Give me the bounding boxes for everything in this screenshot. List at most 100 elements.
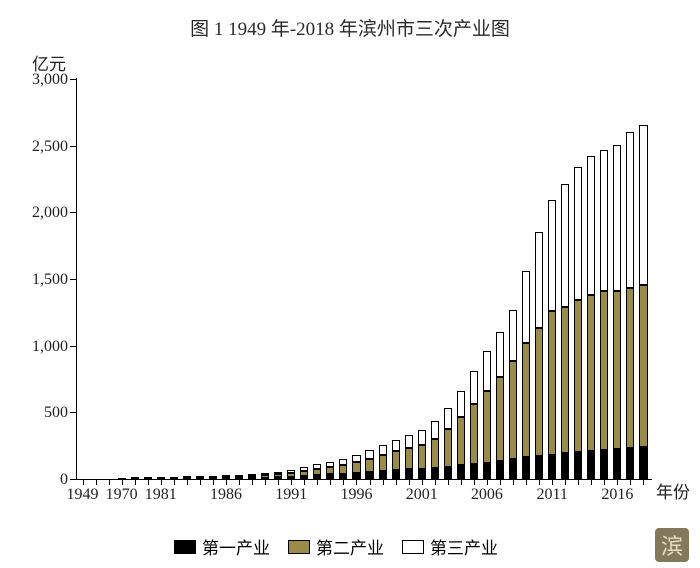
x-tick xyxy=(356,480,357,485)
bar-seg-secondary xyxy=(352,462,360,473)
x-tick xyxy=(265,480,266,485)
bar-seg-tertiary xyxy=(274,472,282,474)
bar-seg-secondary xyxy=(431,439,439,468)
bar xyxy=(626,132,634,480)
bar-seg-secondary xyxy=(600,291,608,450)
y-tick-label: 500 xyxy=(44,404,76,422)
bar-seg-tertiary xyxy=(352,455,360,462)
bar xyxy=(365,450,373,480)
legend-swatch xyxy=(402,540,424,554)
bar-seg-tertiary xyxy=(392,440,400,451)
x-tick xyxy=(409,480,410,485)
bar-seg-secondary xyxy=(365,459,373,472)
bar-seg-primary xyxy=(379,471,387,480)
x-tick xyxy=(435,480,436,485)
bar-seg-primary xyxy=(457,465,465,480)
bar-seg-secondary xyxy=(483,391,491,463)
bar-seg-secondary xyxy=(274,474,282,477)
bar-seg-primary xyxy=(483,463,491,480)
bar-seg-primary xyxy=(405,469,413,480)
x-tick xyxy=(304,480,305,485)
y-tick-label: 1,500 xyxy=(32,271,76,289)
x-tick-label: 1996 xyxy=(340,486,372,504)
bar-seg-tertiary xyxy=(496,332,504,377)
bar-seg-primary xyxy=(392,470,400,480)
bar-seg-primary xyxy=(613,449,621,480)
bar-seg-primary xyxy=(626,448,634,480)
bar-seg-tertiary xyxy=(470,371,478,404)
bar-seg-secondary xyxy=(287,473,295,477)
bar-seg-tertiary xyxy=(587,156,595,295)
bar-seg-secondary xyxy=(248,476,256,478)
bar xyxy=(548,200,556,480)
legend-label: 第一产业 xyxy=(202,534,270,559)
y-axis xyxy=(76,78,77,480)
x-tick xyxy=(565,480,566,485)
bar-seg-secondary xyxy=(561,307,569,454)
x-tick xyxy=(383,480,384,485)
bar-seg-secondary xyxy=(418,445,426,469)
chart-title: 图 1 1949 年-2018 年滨州市三次产业图 xyxy=(0,14,700,41)
x-tick xyxy=(83,480,84,485)
bar-seg-secondary xyxy=(522,343,530,458)
bar-seg-tertiary xyxy=(431,421,439,438)
bar-seg-tertiary xyxy=(248,474,256,476)
legend: 第一产业第二产业第三产业 xyxy=(174,534,498,559)
x-tick-label: 1970 xyxy=(106,486,138,504)
x-tick xyxy=(422,480,423,485)
x-tick xyxy=(487,480,488,485)
bar xyxy=(379,445,387,480)
bar-seg-primary xyxy=(470,464,478,480)
bar xyxy=(352,455,360,480)
bar-seg-secondary xyxy=(613,291,621,450)
bar xyxy=(470,371,478,480)
x-tick xyxy=(122,480,123,485)
x-tick xyxy=(448,480,449,485)
watermark-badge: 滨 xyxy=(655,528,689,562)
bar-seg-tertiary xyxy=(196,476,204,478)
bar-seg-primary xyxy=(444,467,452,480)
x-tick xyxy=(226,480,227,485)
x-tick xyxy=(109,480,110,485)
x-tick xyxy=(148,480,149,485)
x-axis-label: 年份 xyxy=(656,478,690,503)
bar-seg-primary xyxy=(522,457,530,480)
bar-seg-primary xyxy=(431,468,439,480)
bar-seg-secondary xyxy=(587,295,595,451)
y-tick-label: 2,500 xyxy=(32,138,76,156)
x-tick-label: 1949 xyxy=(67,486,99,504)
y-tick-label: 1,000 xyxy=(32,338,76,356)
bar-seg-primary xyxy=(561,453,569,480)
x-tick xyxy=(526,480,527,485)
legend-item: 第二产业 xyxy=(288,534,384,559)
bar-seg-tertiary xyxy=(170,477,178,479)
bar-seg-secondary xyxy=(326,467,334,474)
x-tick xyxy=(317,480,318,485)
x-tick xyxy=(396,480,397,485)
bar-seg-tertiary xyxy=(209,476,217,478)
legend-item: 第一产业 xyxy=(174,534,270,559)
bar-seg-primary xyxy=(548,455,556,480)
bar-seg-tertiary xyxy=(548,200,556,311)
x-tick xyxy=(239,480,240,485)
bar-seg-tertiary xyxy=(509,310,517,361)
x-tick xyxy=(330,480,331,485)
bar-seg-primary xyxy=(639,447,647,480)
bar-seg-secondary xyxy=(405,448,413,469)
bar-seg-tertiary xyxy=(600,150,608,291)
x-tick xyxy=(643,480,644,485)
bar-seg-primary xyxy=(352,473,360,480)
bar xyxy=(313,464,321,480)
x-tick xyxy=(578,480,579,485)
bar xyxy=(300,467,308,480)
bar xyxy=(535,232,543,480)
x-tick xyxy=(135,480,136,485)
bar-seg-primary xyxy=(365,472,373,480)
bar-seg-secondary xyxy=(496,377,504,461)
x-tick xyxy=(604,480,605,485)
x-tick xyxy=(539,480,540,485)
bar-seg-tertiary xyxy=(300,467,308,471)
bar-seg-tertiary xyxy=(405,435,413,448)
legend-label: 第二产业 xyxy=(316,534,384,559)
bar xyxy=(483,351,491,480)
